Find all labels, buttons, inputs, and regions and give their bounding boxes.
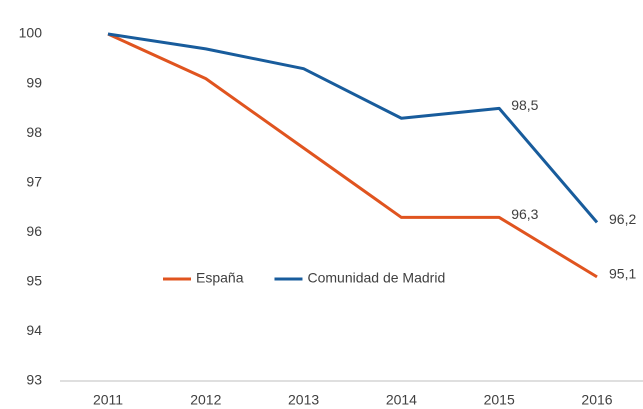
data-label: 96,2 [609,211,636,227]
x-tick-label: 2014 [386,392,417,408]
y-tick-label: 96 [26,223,42,239]
y-tick-label: 98 [26,124,42,140]
y-tick-label: 97 [26,173,42,189]
y-tick-label: 94 [26,322,42,338]
series-line [107,32,598,279]
series-line [107,32,599,224]
y-tick-label: 93 [26,372,42,388]
y-tick-label: 95 [26,273,42,289]
data-label: 95,1 [609,266,636,282]
data-label: 98,5 [511,97,538,113]
legend-label: Comunidad de Madrid [307,270,445,286]
y-tick-label: 99 [26,74,42,90]
x-tick-label: 2015 [484,392,515,408]
x-tick-label: 2013 [288,392,319,408]
x-tick-label: 2012 [190,392,221,408]
legend-label: España [196,270,244,286]
x-tick-label: 2011 [93,392,123,408]
x-tick-label: 2016 [581,392,612,408]
data-label: 96,3 [511,206,538,222]
y-tick-label: 100 [19,25,43,41]
